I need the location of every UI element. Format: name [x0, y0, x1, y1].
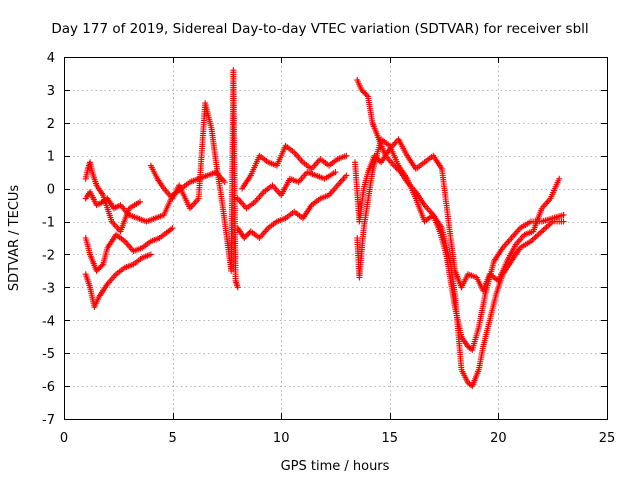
axis-ticks: [64, 57, 608, 420]
data-points: [82, 67, 567, 390]
data-point: [359, 88, 366, 95]
grid-lines: [64, 57, 607, 419]
data-point: [137, 198, 144, 205]
series-track-k: [354, 136, 567, 390]
y-tick-label: 0: [47, 183, 55, 198]
series-track-i: [354, 77, 567, 353]
series-track-d: [82, 159, 144, 235]
data-point: [358, 86, 365, 93]
data-point: [560, 211, 567, 218]
y-tick-label: -1: [42, 216, 55, 231]
data-point: [147, 251, 154, 258]
y-tick-label: -6: [42, 380, 55, 395]
data-point: [343, 152, 350, 159]
data-point: [362, 90, 369, 97]
data-point: [361, 89, 368, 96]
x-tick-label: 10: [273, 431, 290, 446]
data-point: [94, 266, 101, 273]
y-tick-label: -7: [42, 413, 55, 428]
x-tick-label: 25: [599, 431, 616, 446]
data-point: [93, 267, 100, 274]
data-point: [98, 262, 105, 269]
series-track-f: [234, 172, 350, 241]
x-axis-label: GPS time / hours: [281, 459, 390, 474]
data-point: [363, 92, 370, 99]
data-point: [332, 169, 339, 176]
data-point: [221, 179, 228, 186]
plot-frame: [64, 57, 608, 420]
y-tick-label: 2: [47, 117, 55, 132]
data-point: [97, 263, 104, 270]
y-tick-label: 4: [47, 51, 55, 66]
y-tick-label: -2: [42, 248, 55, 263]
data-point: [96, 265, 103, 272]
data-point: [242, 233, 249, 240]
y-tick-label: -3: [42, 281, 55, 296]
data-point: [169, 225, 176, 232]
data-point: [241, 235, 248, 241]
y-tick-label: -4: [42, 314, 55, 329]
tick-labels: 0 5 10 15 20 25 -7 -6 -5 -4 -3 -2 -1 0 1 2 3 4: [42, 51, 615, 446]
data-point: [560, 218, 567, 225]
data-point: [245, 231, 252, 238]
series-track-c: [82, 251, 154, 311]
y-tick-label: 1: [47, 150, 55, 165]
x-tick-label: 0: [60, 431, 68, 446]
series-track-h: [234, 169, 339, 212]
y-tick-label: -5: [42, 347, 55, 362]
data-point: [556, 175, 563, 182]
x-tick-label: 15: [382, 431, 399, 446]
series-track-e: [147, 67, 241, 291]
series-track-b: [82, 225, 176, 274]
y-tick-label: 3: [47, 84, 55, 99]
y-axis-label: SDTVAR / TECUs: [7, 185, 22, 292]
chart-title: Day 177 of 2019, Sidereal Day-to-day VTE…: [51, 21, 588, 37]
series-track-j: [352, 136, 563, 294]
data-point: [234, 284, 241, 291]
data-point: [343, 172, 350, 179]
data-point: [243, 232, 250, 239]
x-tick-label: 20: [490, 431, 507, 446]
series-track-g: [239, 142, 350, 192]
x-tick-label: 5: [168, 431, 176, 446]
data-point: [168, 226, 175, 233]
